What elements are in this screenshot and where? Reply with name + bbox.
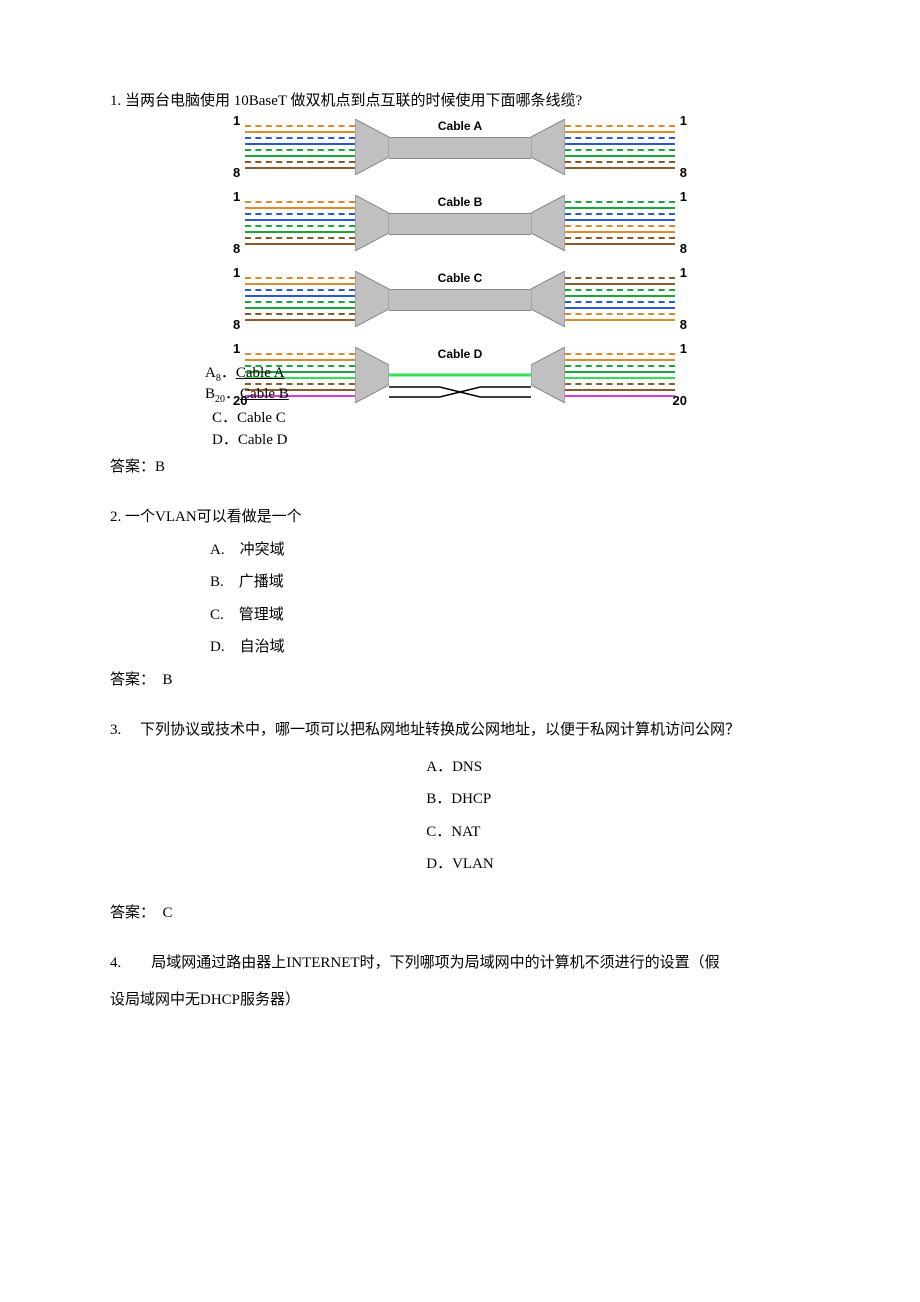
option-c: C．NAT (426, 821, 494, 844)
question-stem: 一个VLAN可以看做是一个 (125, 509, 302, 525)
question1-options-cd: C．Cable C D．Cable D (110, 407, 810, 452)
question-number: 3. (110, 722, 121, 738)
option-a: A. 冲突域 (210, 539, 810, 562)
question-2: 2. 一个VLAN可以看做是一个 A. 冲突域 B. 广播域 C. 管理域 D.… (110, 506, 810, 691)
cable-c: Cable C1818 (245, 271, 675, 327)
question2-options: A. 冲突域 B. 广播域 C. 管理域 D. 自治域 (110, 539, 810, 659)
cable-diagrams: Cable A1818 Cable B1818 Cable C1818 Cable D… (245, 119, 675, 403)
answer-value: B (155, 459, 165, 475)
question-number: 1. (110, 93, 121, 109)
option-d: D. 自治域 (210, 636, 810, 659)
question-number: 2. (110, 509, 121, 525)
question-text: 3. 下列协议或技术中，哪一项可以把私网地址转换成公网地址，以便于私网计算机访问… (110, 719, 810, 742)
question-3: 3. 下列协议或技术中，哪一项可以把私网地址转换成公网地址，以便于私网计算机访问… (110, 719, 810, 924)
answer-value: C (163, 905, 173, 921)
option-d: D．Cable D (212, 429, 810, 452)
document-page: 1. 当两台电脑使用 10BaseT 做双机点到点互联的时候使用下面哪条线缆? … (0, 0, 920, 1302)
question3-options: A．DNS B．DHCP C．NAT D．VLAN (110, 746, 810, 886)
question-4: 4. 局域网通过路由器上INTERNET时，下列哪项为局域网中的计算机不须进行的… (110, 952, 810, 1011)
question-1: 1. 当两台电脑使用 10BaseT 做双机点到点互联的时候使用下面哪条线缆? … (110, 90, 810, 478)
answer-label: 答案： (110, 905, 148, 921)
answer-label: 答案： (110, 672, 148, 688)
answer-value: B (163, 672, 173, 688)
option-b: B．DHCP (426, 788, 494, 811)
option-c: C．Cable C (212, 407, 810, 430)
question-number: 4. (110, 955, 121, 971)
question-text: 1. 当两台电脑使用 10BaseT 做双机点到点互联的时候使用下面哪条线缆? (110, 90, 810, 113)
question1-options-ab: A8．Cable AB20．Cable B (205, 364, 289, 407)
question-text: 2. 一个VLAN可以看做是一个 (110, 506, 810, 529)
cable-b: Cable B1818 (245, 195, 675, 251)
option-c: C. 管理域 (210, 604, 810, 627)
cable-d: Cable D120120A8．Cable AB20．Cable B (245, 347, 675, 403)
answer-line: 答案： B (110, 669, 810, 692)
answer-label: 答案： (110, 459, 155, 475)
question-text-line1: 4. 局域网通过路由器上INTERNET时，下列哪项为局域网中的计算机不须进行的… (110, 952, 810, 975)
question-text-line2: 设局域网中无DHCP服务器） (110, 989, 810, 1012)
cable-a: Cable A1818 (245, 119, 675, 175)
option-b: B. 广播域 (210, 571, 810, 594)
question-stem: 下列协议或技术中，哪一项可以把私网地址转换成公网地址，以便于私网计算机访问公网？ (140, 722, 740, 738)
answer-line: 答案：B (110, 456, 810, 479)
answer-line: 答案： C (110, 902, 810, 925)
option-a: A．DNS (426, 756, 494, 779)
question-stem: 当两台电脑使用 10BaseT 做双机点到点互联的时候使用下面哪条线缆? (125, 93, 582, 109)
option-d: D．VLAN (426, 853, 494, 876)
